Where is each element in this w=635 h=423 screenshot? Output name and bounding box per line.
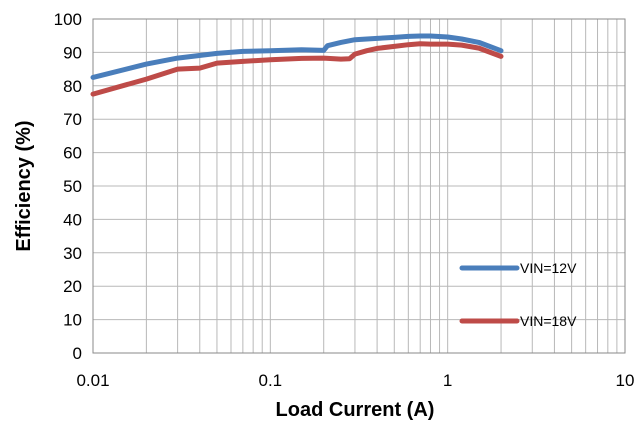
y-axis-title: Efficiency (%) (13, 120, 35, 251)
x-tick-label: 0.01 (76, 371, 109, 390)
x-axis-title: Load Current (A) (276, 399, 435, 421)
y-tick-label: 60 (63, 144, 82, 163)
y-tick-label: 100 (54, 10, 82, 29)
y-tick-label: 30 (63, 244, 82, 263)
y-tick-label: 50 (63, 177, 82, 196)
x-tick-label: 0.1 (259, 371, 283, 390)
y-tick-label: 20 (63, 277, 82, 296)
y-tick-label: 70 (63, 110, 82, 129)
x-tick-label: 10 (616, 371, 635, 390)
y-tick-labels: 0 10 20 30 40 50 60 70 80 90 100 (54, 10, 82, 363)
x-tick-label: 1 (443, 371, 452, 390)
legend-label: VIN=18V (520, 313, 577, 329)
plot-frame (92, 18, 626, 354)
y-tick-label: 10 (63, 311, 82, 330)
y-tick-label: 0 (73, 344, 82, 363)
plot-border (92, 18, 626, 354)
y-tick-label: 40 (63, 210, 82, 229)
y-tick-label: 80 (63, 77, 82, 96)
x-tick-labels: 0.01 0.1 1 10 (76, 371, 634, 390)
series-lines (90, 33, 504, 97)
y-tick-label: 90 (63, 43, 82, 62)
series-line (90, 41, 504, 97)
legend-label: VIN=12V (520, 260, 577, 276)
series-line (90, 33, 504, 80)
legend: VIN=12V VIN=18V (459, 260, 577, 329)
